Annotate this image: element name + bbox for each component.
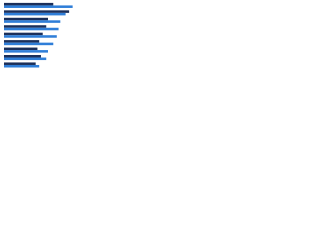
bar bbox=[4, 2, 54, 6]
bar bbox=[4, 25, 47, 28]
bar bbox=[4, 55, 41, 58]
bar bbox=[4, 17, 48, 21]
bar bbox=[4, 32, 43, 36]
bar bbox=[4, 57, 47, 61]
bar bbox=[4, 40, 40, 43]
bar bbox=[4, 64, 40, 68]
page: {"chart_data": {"type": "barh", "categor… bbox=[0, 0, 100, 71]
bar bbox=[4, 10, 70, 13]
chart bbox=[4, 2, 73, 68]
bar bbox=[4, 47, 38, 51]
bar bbox=[4, 50, 48, 53]
bar bbox=[4, 27, 59, 31]
bar bbox=[4, 5, 73, 8]
bar bbox=[4, 62, 36, 65]
bar bbox=[4, 20, 61, 23]
bar bbox=[4, 12, 66, 16]
bar bbox=[4, 35, 57, 38]
bar bbox=[4, 42, 54, 46]
